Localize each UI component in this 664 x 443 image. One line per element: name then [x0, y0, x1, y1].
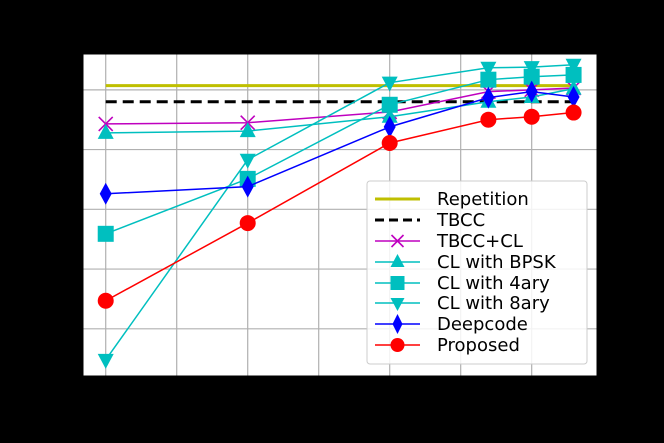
triangle-up-marker-icon	[239, 122, 256, 138]
diamond-marker-icon	[99, 182, 112, 205]
triangle-down-marker-icon	[480, 61, 497, 77]
legend-item: CL with 8ary	[375, 293, 550, 314]
triangle-down-marker-icon	[390, 298, 405, 311]
triangle-up-marker-icon	[390, 254, 405, 267]
triangle-up-marker-icon	[97, 123, 114, 139]
diamond-marker-icon	[241, 175, 254, 198]
series-line	[105, 87, 574, 125]
series-line	[105, 90, 574, 195]
circle-marker-icon	[381, 135, 398, 152]
square-marker-icon	[97, 225, 114, 242]
legend-label: CL with BPSK	[437, 252, 557, 273]
circle-marker-icon	[480, 111, 497, 128]
triangle-down-marker-icon	[97, 353, 114, 369]
legend-item: CL with BPSK	[375, 252, 557, 273]
data-series	[97, 58, 582, 369]
legend-item: TBCC+CL	[375, 231, 523, 252]
triangle-down-marker-icon	[239, 153, 256, 169]
diamond-marker-icon	[482, 86, 495, 109]
series-cl-with-8ary	[97, 58, 582, 369]
x-marker-icon	[390, 234, 405, 248]
square-marker-icon	[523, 68, 540, 85]
legend-label: Deepcode	[437, 314, 528, 335]
triangle-down-marker-icon	[523, 61, 540, 77]
legend-item: Repetition	[375, 189, 529, 210]
legend-label: TBCC+CL	[436, 231, 523, 252]
series-proposed	[97, 104, 582, 309]
legend-label: CL with 4ary	[437, 273, 550, 294]
diamond-marker-icon	[392, 314, 403, 334]
circle-marker-icon	[97, 292, 114, 309]
triangle-up-marker-icon	[381, 107, 398, 123]
legend-item: Deepcode	[375, 314, 528, 335]
series-line	[105, 64, 574, 361]
triangle-down-marker-icon	[565, 58, 582, 74]
legend-item: TBCC	[375, 210, 485, 231]
plot-frame	[82, 53, 598, 377]
legend-label: Proposed	[437, 335, 520, 356]
legend-label: TBCC	[436, 210, 485, 231]
triangle-down-marker-icon	[381, 76, 398, 92]
legend-label: Repetition	[437, 189, 529, 210]
square-marker-icon	[390, 276, 405, 290]
circle-marker-icon	[565, 104, 582, 121]
diamond-marker-icon	[525, 80, 538, 103]
circle-marker-icon	[523, 108, 540, 125]
legend-box	[366, 180, 588, 365]
circle-marker-icon	[390, 338, 405, 352]
legend-item: Proposed	[375, 335, 520, 356]
diamond-marker-icon	[383, 115, 396, 138]
legend-item: CL with 4ary	[375, 273, 550, 294]
circle-marker-icon	[239, 215, 256, 232]
square-marker-icon	[480, 71, 497, 88]
series-deepcode	[99, 80, 580, 205]
square-marker-icon	[381, 96, 398, 113]
legend-label: CL with 8ary	[437, 293, 550, 314]
square-marker-icon	[565, 66, 582, 83]
diamond-marker-icon	[567, 86, 580, 109]
series-line	[105, 87, 574, 134]
